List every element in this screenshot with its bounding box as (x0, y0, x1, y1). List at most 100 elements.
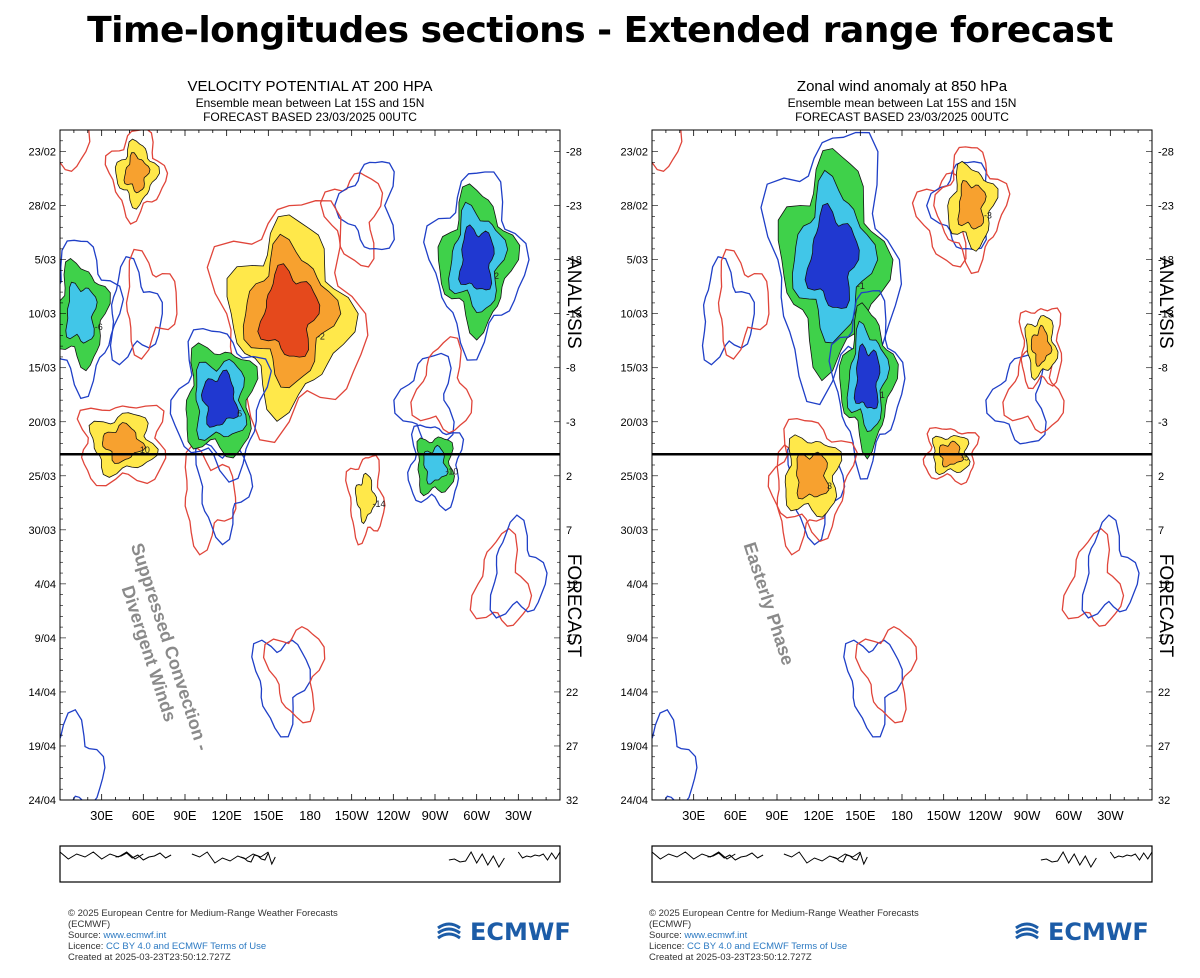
y-tick-label: 15/03 (28, 363, 56, 375)
contour-label: -5 (961, 453, 969, 463)
y-right-tick-label: 32 (1158, 795, 1170, 807)
y-tick-label: 9/04 (35, 633, 56, 645)
footer-source-label: Source: (649, 930, 682, 941)
contour-label: -2 (317, 332, 325, 342)
coastline (517, 851, 561, 861)
licence-link[interactable]: CC BY 4.0 and ECMWF Terms of Use (687, 941, 848, 952)
x-tick-label: 150E (253, 808, 284, 823)
feature-contour (804, 202, 860, 309)
y-tick-label: 30/03 (28, 525, 56, 537)
contour-line (652, 708, 698, 800)
chart-subtitle-2: FORECAST BASED 23/03/2025 00UTC (203, 110, 417, 124)
feature-contour (60, 239, 125, 400)
x-tick-label: 60E (132, 808, 155, 823)
feature-contour (957, 180, 987, 230)
feature-contour (169, 327, 272, 483)
contour-line (319, 172, 384, 268)
footer-licence-label: Licence: (649, 941, 685, 952)
contour-line (262, 625, 326, 724)
feature-contour (123, 152, 151, 194)
y-right-tick-label: -18 (1158, 255, 1174, 267)
feature-contour (933, 146, 1011, 275)
contour-line (1081, 514, 1140, 619)
x-tick-label: 180 (299, 808, 321, 823)
world-map-strip (651, 845, 1153, 883)
feature-contour (200, 369, 240, 428)
contour-label: -14 (373, 499, 386, 509)
x-tick-label: 150W (927, 808, 962, 823)
source-link[interactable]: www.ecmwf.int (103, 930, 167, 941)
contour-line (843, 639, 903, 738)
contour-line (60, 708, 106, 800)
y-right-tick-label: 17 (566, 633, 578, 645)
x-tick-label: 90E (173, 808, 196, 823)
contour-label: 10 (140, 445, 150, 455)
y-right-tick-label: -18 (566, 255, 582, 267)
x-tick-label: 90E (765, 808, 788, 823)
plot-area: -2 2 -6 6 -10 10 -14 (60, 130, 548, 800)
y-tick-label: 25/03 (620, 471, 648, 483)
forecast-label: FORECAST (563, 554, 584, 658)
contour-label: 3 (827, 481, 832, 491)
plot-frame (651, 129, 1153, 801)
contour-line (184, 444, 237, 556)
feature-contour (1030, 324, 1053, 367)
contour-line (717, 248, 770, 360)
x-tick-label: 150E (845, 808, 876, 823)
contour-line (1061, 527, 1125, 627)
x-tick-label: 60E (724, 808, 747, 823)
footer-org: (ECMWF) (649, 919, 692, 930)
y-right-tick-label: 27 (1158, 741, 1170, 753)
y-tick-label: 4/04 (35, 579, 56, 591)
coastline (1040, 850, 1097, 869)
coastline (832, 851, 868, 866)
coastline (59, 851, 144, 860)
y-right-tick-label: -23 (1158, 201, 1174, 213)
contour-line (652, 130, 683, 173)
y-right-tick-label: 12 (1158, 579, 1170, 591)
y-right-tick-label: 22 (566, 687, 578, 699)
feature-contour (828, 290, 906, 480)
y-tick-label: 19/04 (620, 741, 648, 753)
x-tick-label: 30W (1097, 808, 1124, 823)
contour-label: -10 (445, 467, 458, 477)
footer-copyright: © 2025 European Centre for Medium-Range … (649, 908, 919, 919)
contour-line (109, 255, 163, 366)
y-right-tick-label: 17 (1158, 633, 1170, 645)
contour-label: -6 (95, 322, 103, 332)
annotation-line-1: Easterly Phase (740, 540, 799, 668)
licence-link[interactable]: CC BY 4.0 and ECMWF Terms of Use (106, 941, 267, 952)
y-tick-label: 10/03 (620, 309, 648, 321)
y-tick-label: 25/03 (28, 471, 56, 483)
x-tick-label: 30W (505, 808, 532, 823)
x-tick-label: 180 (891, 808, 913, 823)
x-tick-label: 120W (376, 808, 411, 823)
contour-label: 2 (494, 271, 499, 281)
feature-contour (458, 224, 495, 291)
y-tick-label: 20/03 (620, 417, 648, 429)
source-link[interactable]: www.ecmwf.int (684, 930, 748, 941)
y-tick-label: 5/03 (35, 255, 56, 267)
y-tick-label: 28/02 (620, 201, 648, 213)
y-right-tick-label: 7 (566, 525, 572, 537)
contour-label: -1 (857, 281, 865, 291)
y-right-tick-label: -28 (566, 147, 582, 159)
coastline (115, 852, 172, 861)
coastline (651, 851, 736, 860)
contour-line (854, 625, 918, 724)
ecmwf-logo: ECMWF (434, 918, 571, 946)
coastline (448, 850, 505, 869)
world-map-coastlines (59, 850, 561, 869)
feature-contour (407, 424, 465, 512)
contour-line (410, 336, 473, 434)
feature-contour (104, 130, 169, 225)
contour-label: 1 (880, 390, 885, 400)
feature-contour (257, 263, 321, 358)
y-right-tick-label: 22 (1158, 687, 1170, 699)
footer: © 2025 European Centre for Medium-Range … (649, 908, 919, 963)
contour-label: -3 (984, 211, 992, 221)
feature-contour (206, 200, 369, 444)
footer-org: (ECMWF) (68, 919, 111, 930)
y-right-tick-label: 27 (566, 741, 578, 753)
y-right-tick-label: 12 (566, 579, 578, 591)
